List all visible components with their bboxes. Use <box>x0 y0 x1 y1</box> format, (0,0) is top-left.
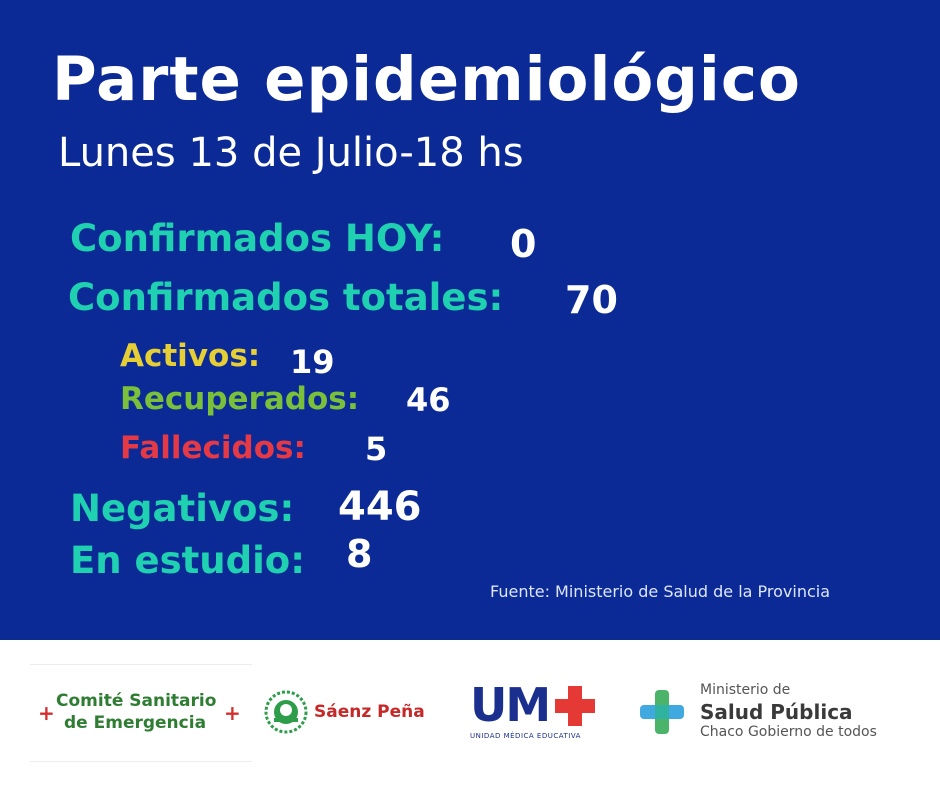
confirmados-hoy-label: Confirmados HOY: <box>70 217 445 260</box>
negativos-value: 446 <box>338 484 422 530</box>
ministerio-line1: Ministerio de <box>700 682 791 698</box>
ume-subtitle: UNIDAD MÉDICA EDUCATIVA <box>470 732 581 740</box>
confirmados-hoy-value: 0 <box>510 222 537 266</box>
ministerio-line3: Chaco Gobierno de todos <box>700 724 877 740</box>
fallecidos-value: 5 <box>365 430 388 468</box>
source-note: Fuente: Ministerio de Salud de la Provin… <box>490 582 831 601</box>
ministerio-line2: Salud Pública <box>700 700 853 724</box>
date-subtitle: Lunes 13 de Julio-18 hs <box>58 130 524 176</box>
fallecidos-label: Fallecidos: <box>120 430 306 466</box>
en-estudio-value: 8 <box>346 532 373 576</box>
ume-cross-icon <box>553 684 597 728</box>
ume-logo-text: UM <box>470 678 551 732</box>
comite-line1: Comité Sanitario <box>56 691 217 711</box>
confirmados-totales-label: Confirmados totales: <box>68 276 504 319</box>
cross-icon: + <box>224 701 241 725</box>
comite-sanitario-logo: + Comité Sanitario de Emergencia + <box>30 664 252 762</box>
activos-value: 19 <box>290 343 335 381</box>
info-panel: Parte epidemiológico Lunes 13 de Julio-1… <box>0 0 940 640</box>
saenz-pena-label: Sáenz Peña <box>314 702 425 722</box>
negativos-label: Negativos: <box>70 487 295 530</box>
cross-icon: + <box>38 701 55 725</box>
confirmados-totales-value: 70 <box>565 278 618 322</box>
saenz-pena-logo <box>262 688 310 736</box>
cotton-emblem-icon <box>264 690 308 734</box>
en-estudio-label: En estudio: <box>70 539 306 582</box>
plus-cross-icon <box>638 688 686 736</box>
footer-logos: + Comité Sanitario de Emergencia + Sáenz… <box>0 640 940 788</box>
recuperados-label: Recuperados: <box>120 381 360 417</box>
comite-line2: de Emergencia <box>64 713 207 733</box>
recuperados-value: 46 <box>406 381 451 419</box>
activos-label: Activos: <box>120 338 261 374</box>
page-title: Parte epidemiológico <box>52 44 801 115</box>
